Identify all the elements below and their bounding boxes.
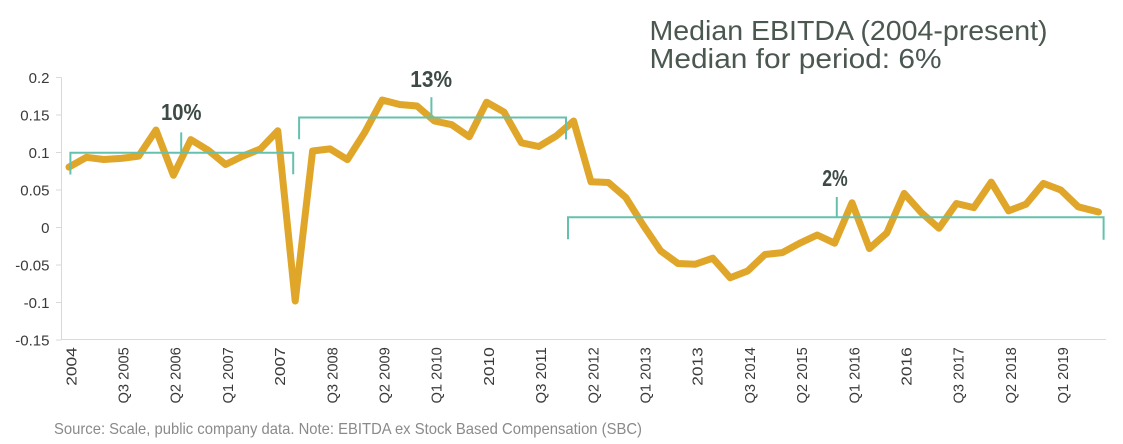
svg-text:0.1: 0.1 xyxy=(29,145,50,162)
svg-text:Q1 2019: Q1 2019 xyxy=(1055,347,1072,403)
svg-text:-0.15: -0.15 xyxy=(15,332,49,349)
svg-text:Q2 2009: Q2 2009 xyxy=(377,347,394,403)
svg-text:Median EBITDA (2004-present): Median EBITDA (2004-present) xyxy=(650,15,1048,46)
svg-text:13%: 13% xyxy=(410,66,452,92)
svg-text:10%: 10% xyxy=(161,99,202,125)
svg-text:Q1 2007: Q1 2007 xyxy=(220,347,237,403)
svg-text:Q1 2013: Q1 2013 xyxy=(638,347,655,403)
svg-text:Q2 2015: Q2 2015 xyxy=(794,347,811,403)
svg-text:Source: Scale, public company: Source: Scale, public company data. Note… xyxy=(54,421,642,438)
svg-text:Q3 2011: Q3 2011 xyxy=(533,347,550,403)
svg-text:0.05: 0.05 xyxy=(20,182,49,199)
svg-text:-0.1: -0.1 xyxy=(24,295,50,312)
svg-text:Q2 2012: Q2 2012 xyxy=(585,347,602,403)
svg-text:2007: 2007 xyxy=(272,347,289,386)
svg-text:Q1 2010: Q1 2010 xyxy=(429,347,446,403)
svg-text:Q3 2014: Q3 2014 xyxy=(742,347,759,403)
svg-text:Median for period: 6%: Median for period: 6% xyxy=(650,43,942,74)
svg-text:Q3 2017: Q3 2017 xyxy=(951,347,968,403)
svg-text:2013: 2013 xyxy=(690,347,707,386)
svg-text:-0.05: -0.05 xyxy=(15,257,49,274)
svg-text:Q1 2016: Q1 2016 xyxy=(846,347,863,403)
svg-text:0.15: 0.15 xyxy=(20,107,49,124)
svg-text:2%: 2% xyxy=(822,165,848,191)
svg-text:2010: 2010 xyxy=(481,347,498,386)
svg-text:2016: 2016 xyxy=(899,347,916,386)
svg-text:0.2: 0.2 xyxy=(29,70,50,87)
svg-text:2004: 2004 xyxy=(63,347,80,386)
svg-text:Q3 2008: Q3 2008 xyxy=(324,347,341,403)
svg-text:Q2 2018: Q2 2018 xyxy=(1003,347,1020,403)
svg-text:0: 0 xyxy=(41,220,49,237)
svg-text:Q3 2005: Q3 2005 xyxy=(116,347,133,403)
svg-text:Q2 2006: Q2 2006 xyxy=(168,347,185,403)
